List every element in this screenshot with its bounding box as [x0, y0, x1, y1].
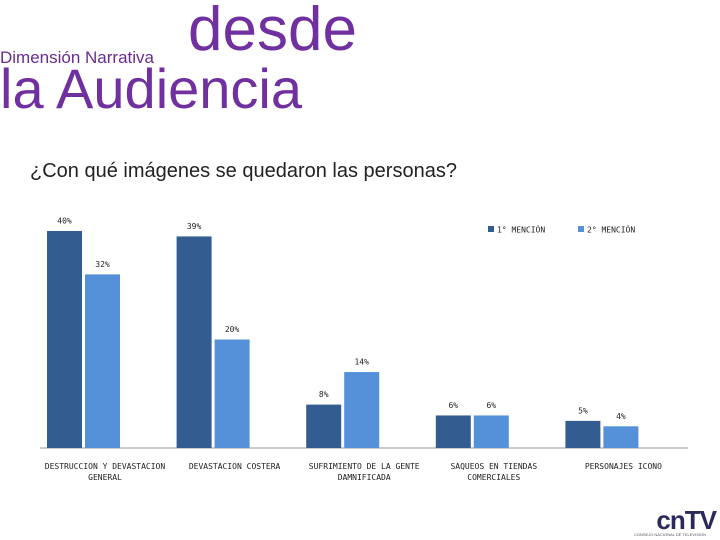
value-label: 40% — [57, 217, 72, 226]
x-tick-label: SUFRIMIENTO DE LA GENTE DAMNIFICADA — [308, 462, 420, 482]
value-label: 5% — [578, 406, 588, 415]
x-tick-label: PERSONAJES ICONO — [584, 462, 662, 471]
x-tick-label: DESTRUCCION Y DEVASTACION GENERAL — [44, 462, 166, 482]
kicker: Dimensión Narrativa — [0, 48, 154, 67]
bar — [176, 236, 212, 448]
legend-label: 1° MENCIÓN — [497, 224, 545, 235]
value-label: 14% — [354, 358, 369, 367]
bar — [473, 415, 509, 448]
bar — [306, 404, 342, 448]
value-label: 32% — [95, 260, 110, 269]
bar — [214, 339, 250, 448]
bar — [344, 372, 380, 448]
title-line: la Audiencia — [0, 57, 303, 120]
legend-swatch — [488, 226, 494, 232]
value-label: 6% — [448, 401, 458, 410]
value-label: 20% — [225, 325, 240, 334]
x-tick-label: SAQUEOS EN TIENDAS COMERCIALES — [450, 462, 538, 482]
value-label: 6% — [486, 401, 496, 410]
bar — [85, 274, 120, 448]
subtitle: ¿Con qué imágenes se quedaron las person… — [30, 160, 457, 182]
legend-swatch — [578, 226, 584, 232]
logo-caption: CONSEJO NACIONAL DE TELEVISION — [633, 532, 706, 537]
bar — [47, 231, 82, 448]
value-label: 39% — [187, 222, 202, 231]
title-line: desde — [188, 0, 357, 64]
value-label: 4% — [616, 412, 626, 421]
value-label: 8% — [319, 390, 329, 399]
bar — [603, 426, 639, 448]
bar — [565, 420, 601, 448]
legend-label: 2° MENCIÓN — [587, 224, 635, 235]
x-tick-label: DEVASTACION COSTERA — [188, 462, 281, 471]
logo: cnTV — [656, 505, 717, 535]
bar — [435, 415, 471, 448]
